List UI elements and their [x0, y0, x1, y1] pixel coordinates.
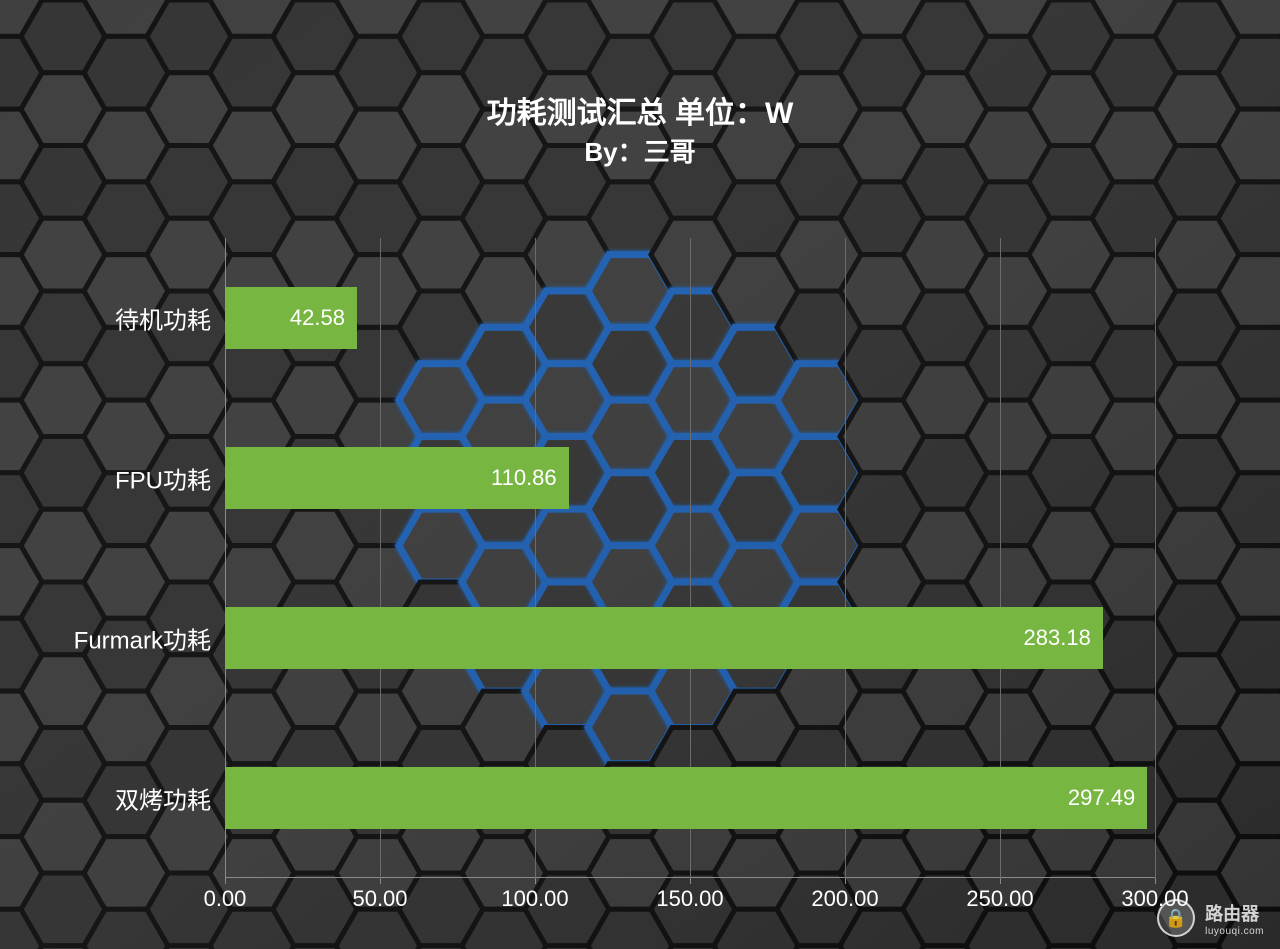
chart-title: 功耗测试汇总 单位：W — [0, 88, 1280, 132]
plot-area: 0.0050.00100.00150.00200.00250.00300.004… — [225, 238, 1155, 878]
y-category-label: 待机功耗 — [115, 301, 211, 336]
gridline — [1155, 238, 1156, 878]
lock-icon: 🔒 — [1157, 899, 1195, 937]
y-category-label: 双烤功耗 — [115, 781, 211, 816]
x-tick-label: 50.00 — [352, 886, 407, 912]
x-tick — [1155, 878, 1156, 884]
watermark-text-cn: 路由器 — [1205, 900, 1264, 926]
y-category-label: FPU功耗 — [115, 461, 211, 496]
chart-subtitle: By：三哥 — [0, 132, 1280, 169]
chart: 功耗测试汇总 单位：W By：三哥 0.0050.00100.00150.002… — [0, 0, 1280, 949]
y-category-label: Furmark功耗 — [74, 621, 211, 656]
bar-value-label: 42.58 — [290, 305, 345, 331]
x-tick-label: 200.00 — [811, 886, 878, 912]
bar: 283.18 — [225, 607, 1103, 669]
bar: 42.58 — [225, 287, 357, 349]
watermark-text-en: luyouqi.com — [1205, 926, 1264, 937]
watermark: 🔒 路由器 luyouqi.com — [1157, 899, 1264, 937]
x-tick-label: 0.00 — [204, 886, 247, 912]
bar-value-label: 110.86 — [491, 465, 557, 491]
x-tick-label: 150.00 — [656, 886, 723, 912]
x-tick — [690, 878, 691, 884]
x-tick — [1000, 878, 1001, 884]
x-tick-label: 250.00 — [966, 886, 1033, 912]
x-tick — [535, 878, 536, 884]
x-tick — [845, 878, 846, 884]
bar: 297.49 — [225, 767, 1147, 829]
watermark-text: 路由器 luyouqi.com — [1205, 900, 1264, 937]
x-tick — [225, 878, 226, 884]
bar-value-label: 297.49 — [1068, 785, 1135, 811]
x-tick — [380, 878, 381, 884]
bar: 110.86 — [225, 447, 569, 509]
x-tick-label: 100.00 — [501, 886, 568, 912]
bar-value-label: 283.18 — [1024, 625, 1091, 651]
